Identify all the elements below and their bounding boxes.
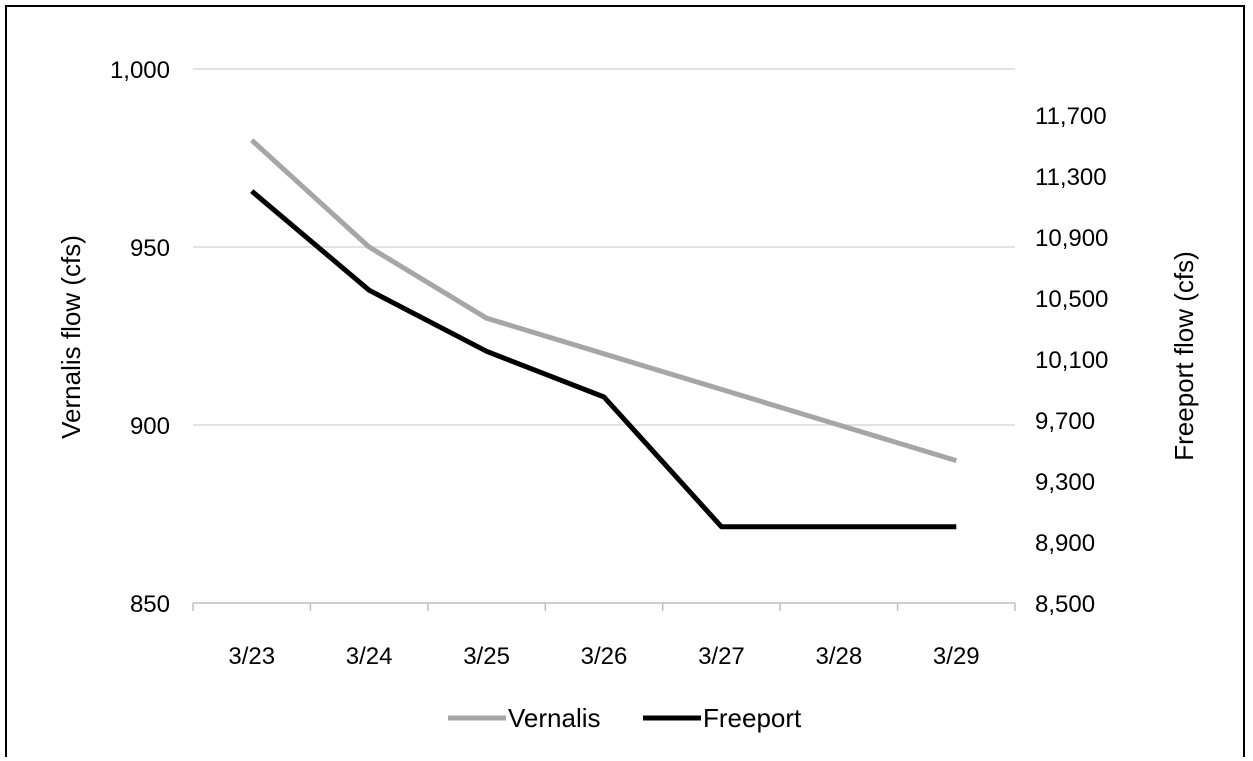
legend-label-freeport: Freeport xyxy=(703,703,802,733)
gridlines xyxy=(193,68,1015,426)
left-y-axis: 850 900 950 1,000 xyxy=(110,57,170,618)
x-tick-label: 3/25 xyxy=(463,643,510,670)
chart-frame xyxy=(5,5,1245,757)
x-tick-label: 3/26 xyxy=(581,643,628,670)
right-y-tick-label: 8,500 xyxy=(1035,591,1095,618)
series-line-vernalis xyxy=(250,138,958,463)
x-tick-label: 3/24 xyxy=(346,643,393,670)
x-tick-label: 3/23 xyxy=(228,643,275,670)
series-lines xyxy=(250,138,958,530)
right-y-tick-label: 10,500 xyxy=(1035,286,1108,313)
legend-label-vernalis: Vernalis xyxy=(508,703,601,733)
x-tick-label: 3/29 xyxy=(933,643,980,670)
x-tick-label: 3/28 xyxy=(815,643,862,670)
right-y-tick-label: 10,900 xyxy=(1035,225,1108,252)
right-axis-title: Freeport flow (cfs) xyxy=(1169,251,1199,461)
left-y-tick-label: 1,000 xyxy=(110,57,170,84)
x-axis-tick-labels: 3/23 3/24 3/25 3/26 3/27 3/28 3/29 xyxy=(228,643,979,670)
series-line-freeport xyxy=(250,189,957,530)
right-y-tick-label: 10,100 xyxy=(1035,347,1108,374)
right-y-axis: 8,500 8,900 9,300 9,700 10,100 10,500 10,900 11… xyxy=(1035,103,1108,618)
right-y-tick-label: 9,300 xyxy=(1035,469,1095,496)
right-y-tick-label: 9,700 xyxy=(1035,408,1095,435)
left-y-tick-label: 850 xyxy=(130,591,170,618)
left-y-tick-label: 900 xyxy=(130,413,170,440)
legend: Vernalis Freeport xyxy=(448,703,802,733)
x-tick-label: 3/27 xyxy=(698,643,745,670)
left-y-tick-label: 950 xyxy=(130,235,170,262)
right-y-tick-label: 8,900 xyxy=(1035,530,1095,557)
right-y-tick-label: 11,300 xyxy=(1035,164,1107,191)
right-y-tick-label: 11,700 xyxy=(1035,103,1107,130)
left-axis-title: Vernalis flow (cfs) xyxy=(56,235,86,439)
x-axis xyxy=(192,602,1016,611)
